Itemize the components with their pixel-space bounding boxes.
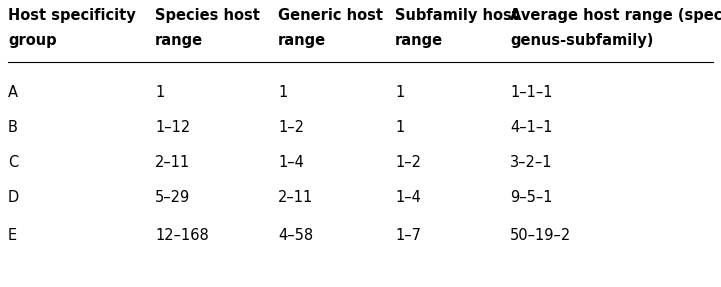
Text: range: range — [278, 33, 326, 48]
Text: 1–4: 1–4 — [395, 190, 421, 205]
Text: 1–7: 1–7 — [395, 228, 421, 243]
Text: 9–5–1: 9–5–1 — [510, 190, 552, 205]
Text: Species host: Species host — [155, 8, 260, 23]
Text: 1–2: 1–2 — [395, 155, 421, 170]
Text: 4–58: 4–58 — [278, 228, 313, 243]
Text: B: B — [8, 120, 18, 135]
Text: group: group — [8, 33, 57, 48]
Text: range: range — [395, 33, 443, 48]
Text: 1–4: 1–4 — [278, 155, 304, 170]
Text: Host specificity: Host specificity — [8, 8, 136, 23]
Text: 3–2–1: 3–2–1 — [510, 155, 552, 170]
Text: 5–29: 5–29 — [155, 190, 190, 205]
Text: A: A — [8, 85, 18, 100]
Text: 1–12: 1–12 — [155, 120, 190, 135]
Text: 1–1–1: 1–1–1 — [510, 85, 552, 100]
Text: 1: 1 — [395, 120, 404, 135]
Text: Generic host: Generic host — [278, 8, 383, 23]
Text: Subfamily host: Subfamily host — [395, 8, 519, 23]
Text: C: C — [8, 155, 18, 170]
Text: E: E — [8, 228, 17, 243]
Text: 1: 1 — [395, 85, 404, 100]
Text: 1–2: 1–2 — [278, 120, 304, 135]
Text: Average host range (species-: Average host range (species- — [510, 8, 721, 23]
Text: 1: 1 — [278, 85, 287, 100]
Text: genus-subfamily): genus-subfamily) — [510, 33, 653, 48]
Text: 12–168: 12–168 — [155, 228, 209, 243]
Text: range: range — [155, 33, 203, 48]
Text: 1: 1 — [155, 85, 164, 100]
Text: 2–11: 2–11 — [155, 155, 190, 170]
Text: 50–19–2: 50–19–2 — [510, 228, 571, 243]
Text: 4–1–1: 4–1–1 — [510, 120, 552, 135]
Text: D: D — [8, 190, 19, 205]
Text: 2–11: 2–11 — [278, 190, 313, 205]
